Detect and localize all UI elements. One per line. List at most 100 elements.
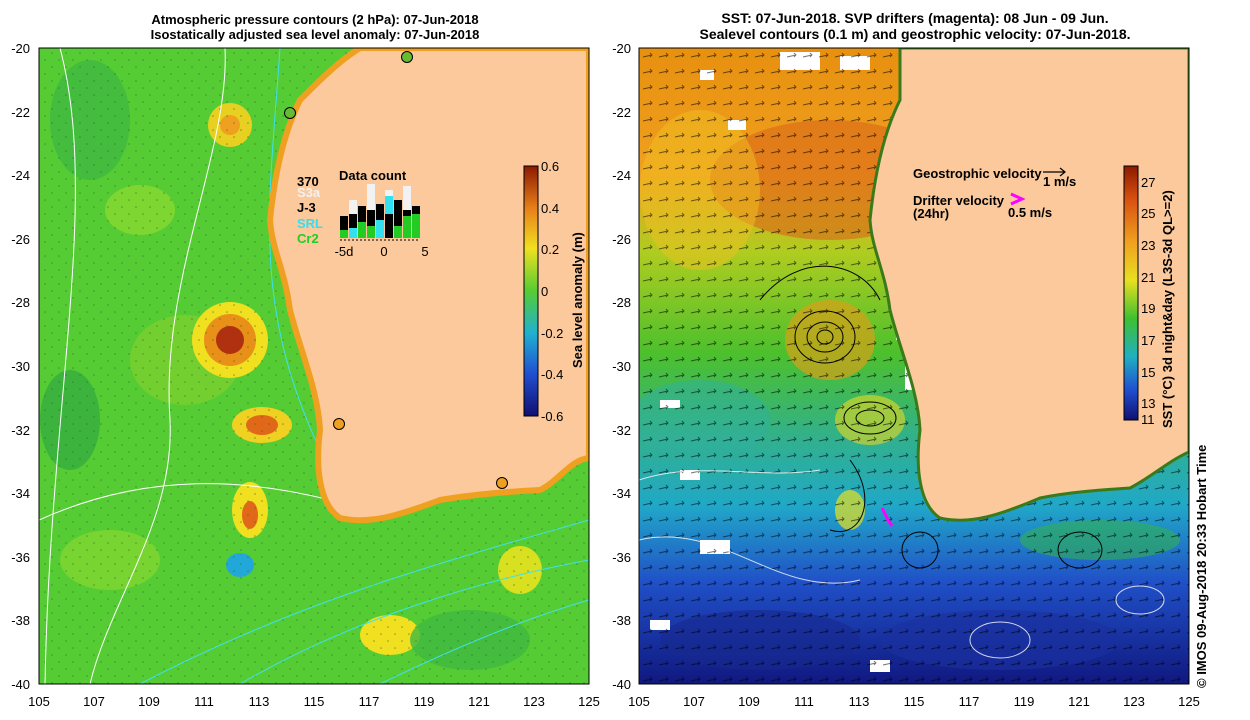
left-lon-tick: 105 [28, 694, 50, 709]
right-lat-tick: -28 [612, 295, 631, 310]
sla-colorbar-tick: -0.2 [541, 326, 563, 341]
drifter-track [880, 507, 894, 527]
geostrophic-velocity-scale: 1 m/s [1043, 174, 1076, 189]
left-lat-tick: -20 [11, 41, 30, 56]
left-lat-tick: -24 [11, 168, 30, 183]
sla-colorbar-tick: 0.6 [541, 159, 559, 174]
drifter-velocity-scale: 0.5 m/s [1008, 205, 1052, 220]
count-bar [349, 228, 357, 238]
right-lat-tick: -38 [612, 613, 631, 628]
count-bar [412, 214, 420, 238]
left-lon-tick: 113 [249, 694, 270, 709]
right-map-frame [638, 47, 1190, 685]
left-lat-ticks: -20 -22 -24 -26 -28 -30 -32 -34 -36 -38 … [11, 41, 30, 692]
count-bar [376, 220, 384, 238]
sst-colorbar-tick: 13 [1141, 396, 1155, 411]
left-lat-tick: -38 [11, 613, 30, 628]
velocity-legend: Geostrophic velocity 1 m/s Drifter veloc… [913, 166, 1076, 221]
sla-colorbar-tick: 0.4 [541, 201, 559, 216]
mission-j3: J-3 [297, 200, 316, 215]
left-lat-tick: -34 [11, 486, 30, 501]
sla-colorbar-tick: -0.6 [541, 409, 563, 424]
right-lon-tick: 109 [738, 694, 760, 709]
sla-colorbar-tick: 0 [541, 284, 548, 299]
count-bar [349, 214, 357, 238]
sst-colorbar-tick: 15 [1141, 365, 1155, 380]
right-lat-tick: -36 [612, 550, 631, 565]
right-lat-tick: -32 [612, 423, 631, 438]
right-lon-tick: 113 [849, 694, 870, 709]
left-lat-tick: -22 [11, 105, 30, 120]
count-bar [403, 216, 411, 238]
left-lat-tick: -26 [11, 232, 30, 247]
left-map [39, 48, 589, 684]
sst-colorbar: 27 25 23 21 19 17 15 13 11 SST (°C) 3d n… [1123, 165, 1175, 428]
left-lon-ticks: 105 107 109 111 113 115 117 119 121 123 … [28, 694, 600, 709]
left-lon-tick: 107 [83, 694, 105, 709]
right-lat-tick: -20 [612, 41, 631, 56]
count-bar [340, 216, 348, 238]
sla-colorbar-tick: 0.2 [541, 242, 559, 257]
left-title-line2: Isostatically adjusted sea level anomaly… [150, 27, 480, 42]
geostrophic-arrow-icon [1043, 167, 1066, 177]
sst-colorbar-tick: 17 [1141, 333, 1155, 348]
left-lat-tick: -30 [11, 359, 30, 374]
right-title-line1: SST: 07-Jun-2018. SVP drifters (magenta)… [721, 10, 1109, 26]
count-bar [394, 200, 402, 238]
sea-level-contours [759, 265, 1103, 569]
sla-colorbar: 0.6 0.4 0.2 0 -0.2 -0.4 -0.6 Sea level a… [523, 159, 585, 424]
count-bar [367, 210, 375, 238]
right-lon-tick: 125 [1178, 694, 1200, 709]
mission-cr2: Cr2 [297, 231, 319, 246]
right-lat-ticks: -20 -22 -24 -26 -28 -30 -32 -34 -36 -38 … [612, 41, 631, 692]
left-lat-tick: -32 [11, 423, 30, 438]
data-count-title: Data count [339, 168, 407, 183]
right-lon-tick: 117 [959, 694, 980, 709]
right-lon-tick: 115 [904, 694, 925, 709]
right-lat-tick: -24 [612, 168, 631, 183]
right-lon-tick: 111 [794, 694, 814, 709]
drifter-velocity-period: (24hr) [913, 206, 949, 221]
left-lon-tick: 121 [468, 694, 490, 709]
sst-colorbar-tick: 25 [1141, 206, 1155, 221]
sst-contours [639, 469, 1165, 659]
right-lat-tick: -26 [612, 232, 631, 247]
count-xtick: -5d [335, 244, 354, 259]
mission-srl: SRL [297, 216, 323, 231]
tide-gauges [284, 51, 508, 489]
mission-s3a: S3a [297, 185, 321, 200]
data-count-inset: 370 Data count S3a J-3 SRL Cr2 [297, 168, 429, 259]
sla-colorbar-gradient [523, 165, 539, 417]
left-lat-tick: -36 [11, 550, 30, 565]
right-lat-tick: -22 [612, 105, 631, 120]
data-count-total: 370 [297, 174, 319, 189]
sla-colorbar-tick: -0.4 [541, 367, 563, 382]
left-lon-tick: 117 [359, 694, 380, 709]
count-bar [367, 226, 375, 238]
geostrophic-velocity-label: Geostrophic velocity [913, 166, 1042, 181]
sst-colorbar-tick: 27 [1141, 175, 1155, 190]
right-map-title: SST: 07-Jun-2018. SVP drifters (magenta)… [640, 10, 1190, 42]
left-lon-tick: 119 [414, 694, 435, 709]
sla-contours [139, 48, 589, 684]
right-lat-tick: -30 [612, 359, 631, 374]
sst-colorbar-tick: 19 [1141, 301, 1155, 316]
left-lat-tick: -28 [11, 295, 30, 310]
left-lat-tick: -40 [11, 677, 30, 692]
right-lon-tick: 121 [1068, 694, 1090, 709]
right-lon-tick: 123 [1123, 694, 1145, 709]
right-lat-tick: -40 [612, 677, 631, 692]
left-title-line1: Atmospheric pressure contours (2 hPa): 0… [151, 12, 479, 27]
count-bar [358, 222, 366, 238]
count-bar [340, 230, 348, 238]
left-lon-tick: 109 [138, 694, 160, 709]
count-xtick: 5 [421, 244, 428, 259]
sst-colorbar-label: SST (°C) 3d night&day (L3S-3d QL>=2) [1160, 190, 1175, 428]
count-bar [394, 226, 402, 238]
right-lon-tick: 119 [1014, 694, 1035, 709]
sst-colorbar-gradient [1123, 165, 1139, 421]
sst-colorbar-tick: 21 [1141, 270, 1155, 285]
right-lat-tick: -34 [612, 486, 631, 501]
right-map [639, 48, 1189, 684]
